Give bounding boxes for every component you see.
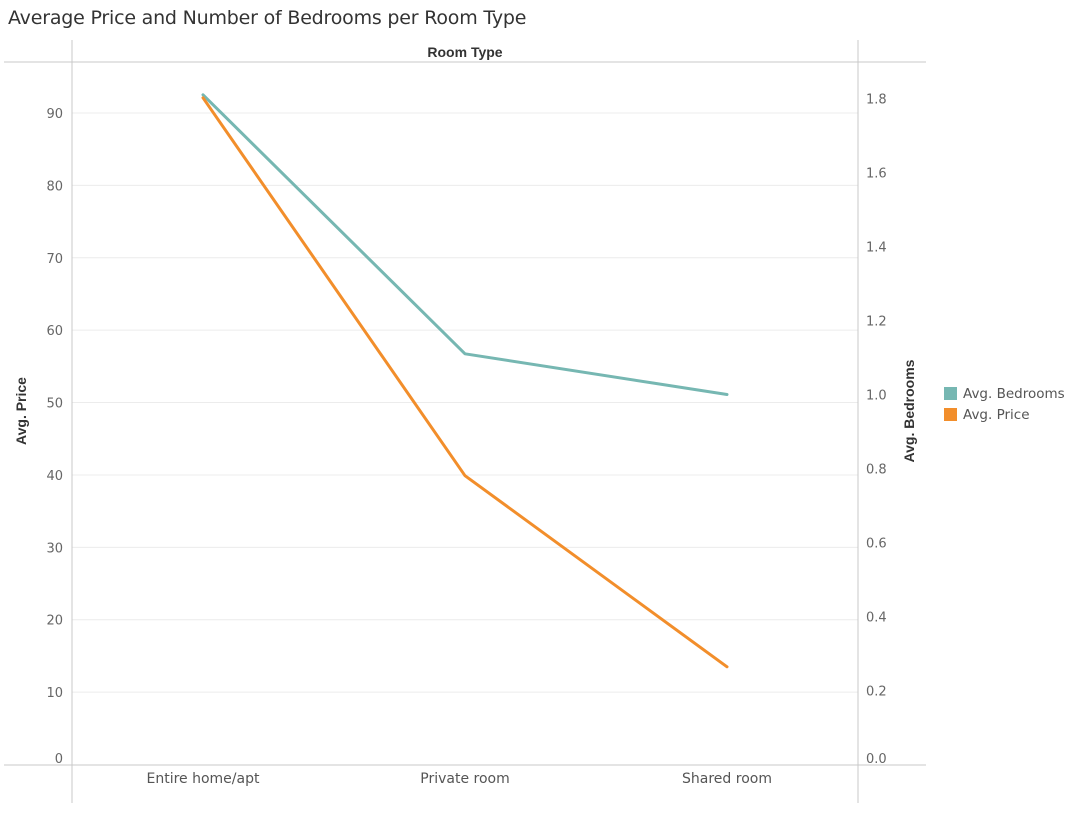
y-right-tick-label: 0.0	[866, 752, 887, 767]
legend: Avg. Bedrooms Avg. Price	[944, 383, 1065, 425]
x-axis-ticks: Entire home/apt Private room Shared room	[147, 771, 772, 787]
gridlines	[72, 112, 858, 693]
legend-item-bedrooms[interactable]: Avg. Bedrooms	[944, 383, 1065, 404]
y-right-tick-label: 1.8	[866, 93, 887, 108]
legend-item-price[interactable]: Avg. Price	[944, 404, 1065, 425]
y-right-tick-label: 0.4	[866, 611, 887, 626]
y-left-tick-label: 30	[46, 541, 63, 556]
y-right-tick-label: 0.8	[866, 463, 887, 478]
y-left-tick-label: 0	[55, 752, 63, 767]
y-right-tick-label: 0.2	[866, 685, 887, 700]
y-left-tick-label: 70	[46, 252, 63, 267]
y-right-tick-label: 1.4	[866, 241, 887, 256]
y-right-tick-label: 1.6	[866, 167, 887, 182]
y-axis-right-label: Avg. Bedrooms	[901, 359, 917, 462]
legend-label-bedrooms: Avg. Bedrooms	[963, 385, 1065, 402]
y-left-tick-label: 60	[46, 324, 63, 339]
y-left-tick-label: 20	[46, 614, 63, 629]
y-left-tick-label: 10	[46, 686, 63, 701]
y-right-tick-label: 0.6	[866, 537, 887, 552]
legend-label-price: Avg. Price	[963, 406, 1030, 423]
left-axis-ticks: 0 10 20 30 40 50 60 70 80 90	[46, 107, 63, 767]
chart-frame	[4, 40, 926, 803]
y-left-tick-label: 90	[46, 107, 63, 122]
y-right-tick-label: 1.2	[866, 315, 887, 330]
y-left-tick-label: 50	[46, 397, 63, 412]
y-right-tick-label: 1.0	[866, 389, 887, 404]
y-axis-left-label: Avg. Price	[13, 377, 29, 445]
y-left-tick-label: 40	[46, 469, 63, 484]
column-header-room-type: Room Type	[427, 44, 502, 60]
series-lines	[201, 93, 729, 669]
series-line-price	[201, 96, 729, 669]
x-tick-label: Private room	[420, 771, 509, 787]
legend-swatch-bedrooms	[944, 387, 957, 400]
y-left-tick-label: 80	[46, 179, 63, 194]
chart-title: Average Price and Number of Bedrooms per…	[8, 7, 527, 29]
x-tick-label: Shared room	[682, 771, 772, 787]
legend-swatch-price	[944, 408, 957, 421]
right-axis-ticks: 0.0 0.2 0.4 0.6 0.8 1.0 1.2 1.4 1.6 1.8	[866, 93, 887, 768]
x-tick-label: Entire home/apt	[147, 771, 260, 787]
series-line-bedrooms	[201, 93, 729, 396]
